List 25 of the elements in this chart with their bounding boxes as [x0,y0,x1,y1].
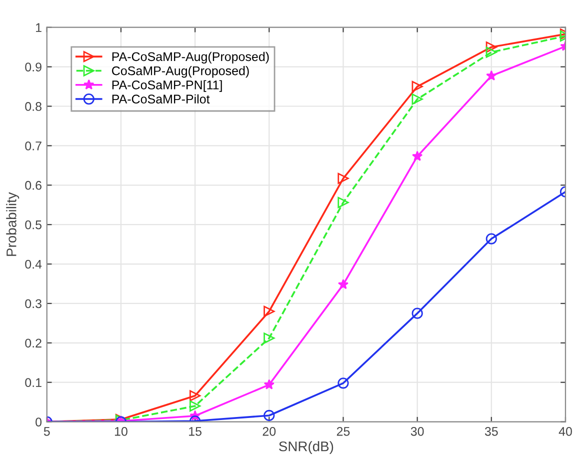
y-tick-label: 0.9 [25,62,42,72]
y-tick-label: 0.3 [25,299,42,308]
legend-label: PA-CoSaMP-Pilot [112,94,210,104]
y-tick-label: 0.6 [25,180,42,190]
y-tick-label: 0.7 [25,141,42,150]
x-axis-title: SNR(dB) [279,441,334,454]
y-axis-title: Probability [6,192,20,256]
x-tick-label: 35 [484,426,498,436]
y-tick-label: 0.5 [25,220,42,230]
legend-label: CoSaMP-Aug(Proposed) [112,66,249,78]
legend-label: PA-CoSaMP-PN[11] [112,80,222,92]
x-tick-label: 15 [189,427,202,436]
x-tick-label: 25 [336,426,350,436]
x-tick-label: 5 [44,427,50,436]
y-tick-label: 1 [36,23,42,32]
x-tick-label: 20 [262,426,276,436]
y-tick-label: 0.8 [25,102,42,111]
x-tick-label: 10 [114,426,128,436]
legend-label: PA-CoSaMP-Aug(Proposed) [112,52,269,64]
y-tick-label: 0.2 [25,338,42,348]
x-tick-label: 30 [410,426,424,436]
y-tick-label: 0.1 [25,378,42,388]
x-tick-label: 40 [558,426,572,436]
y-tick-label: 0 [36,418,42,426]
y-tick-label: 0.4 [25,260,42,269]
